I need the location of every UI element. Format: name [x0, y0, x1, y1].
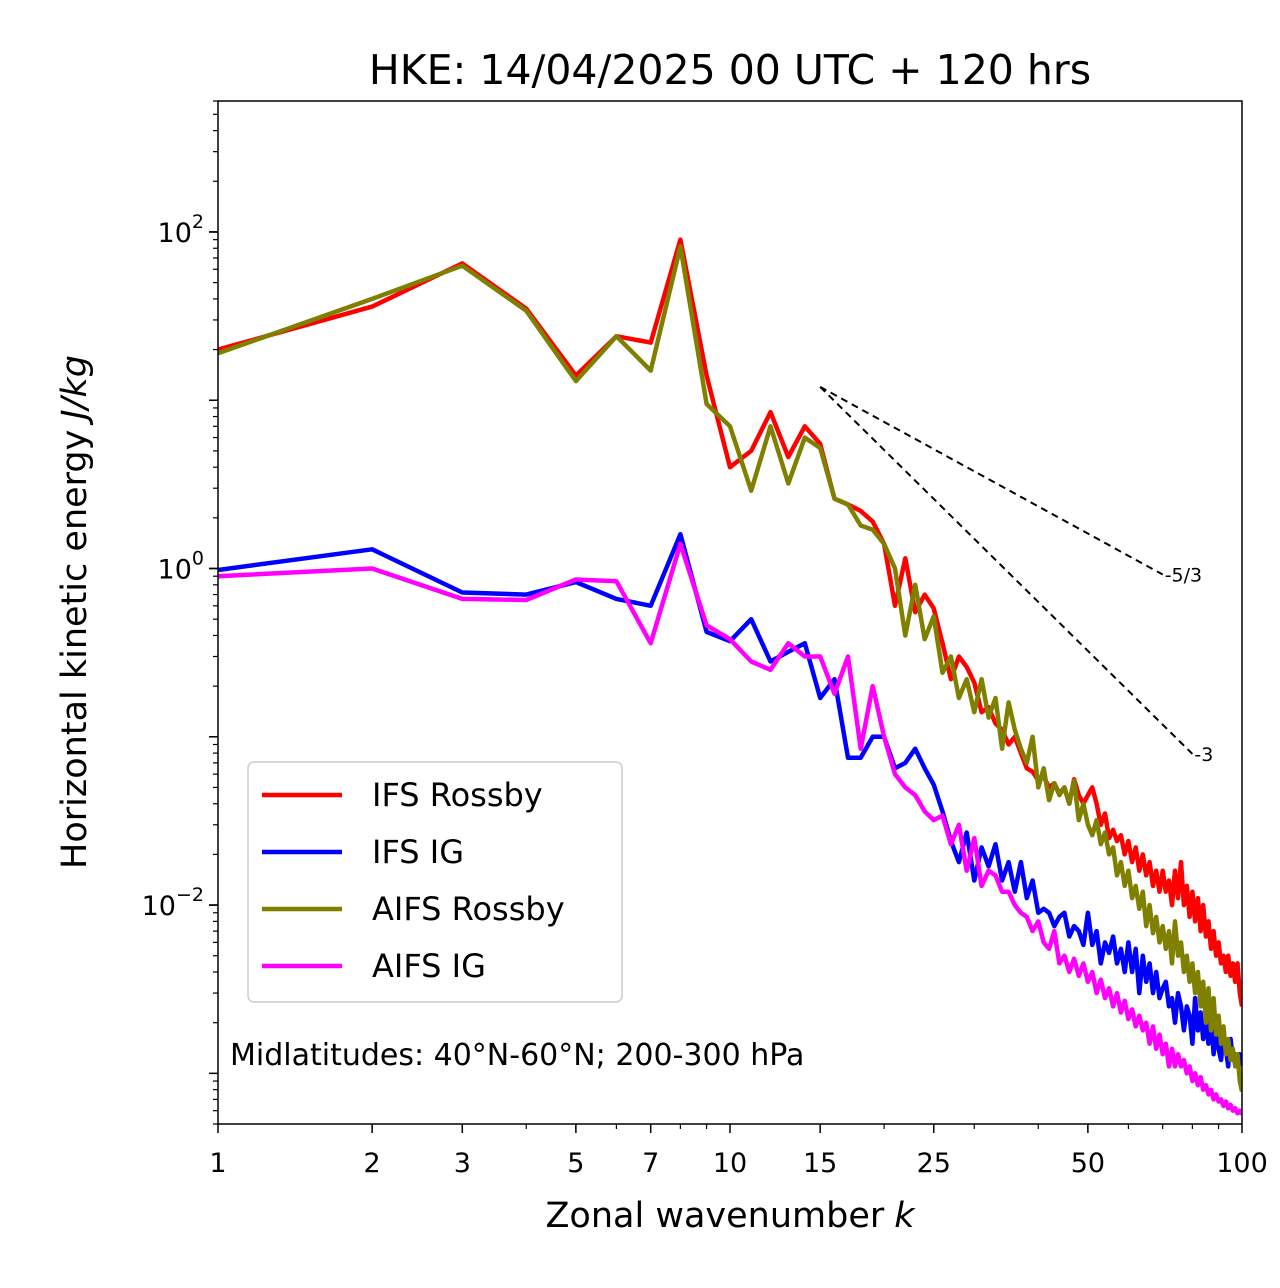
x-tick-label: 100 [1216, 1148, 1268, 1179]
y-tick-exponent: −2 [176, 884, 204, 906]
x-axis-label-text: Zonal wavenumber [545, 1196, 884, 1236]
y-axis-unit: J/kg [55, 355, 95, 426]
legend-label-aifs-ig: AIFS IG [372, 947, 486, 985]
series-line-ifs-rossby [218, 237, 1242, 1007]
x-tick-label: 2 [364, 1148, 381, 1179]
legend-label-aifs-rossby: AIFS Rossby [372, 890, 565, 928]
y-axis-label-text: Horizontal kinetic energy [55, 430, 95, 869]
x-tick-labels: 1 2 3 5 7 10 15 25 50 100 [209, 1148, 1267, 1179]
x-tick-label: 5 [567, 1148, 584, 1179]
x-tick-label: 1 [209, 1148, 226, 1179]
y-tick-exponent: 0 [192, 548, 204, 570]
series-layer [218, 237, 1242, 1116]
slope-label-minus-3: -3 [1194, 744, 1213, 766]
x-tick-label: 15 [803, 1148, 837, 1179]
x-tick-label: 7 [642, 1148, 659, 1179]
y-tick-base: 10 [158, 218, 192, 249]
x-tick-label: 25 [917, 1148, 951, 1179]
series-line-aifs-ig [218, 541, 1242, 1116]
legend-box [247, 761, 623, 1003]
y-tick-base: 10 [158, 555, 192, 586]
legend: IFS Rossby IFS IG AIFS Rossby AIFS IG [247, 761, 623, 1003]
slope-line-minus-5-3 [819, 386, 1164, 576]
x-axis-title: Zonal wavenumber k [545, 1196, 916, 1236]
chart-title: HKE: 14/04/2025 00 UTC + 120 hrs [369, 46, 1091, 94]
x-tick-label: 10 [713, 1148, 747, 1179]
y-tick-label: 102 [158, 211, 204, 249]
y-axis-title: Horizontal kinetic energyJ/kg [55, 355, 95, 869]
legend-label-ifs-rossby: IFS Rossby [372, 776, 543, 814]
y-tick-label: 10−2 [142, 884, 204, 922]
y-tick-exponent: 2 [192, 211, 204, 233]
series-line-ifs-ig [218, 531, 1242, 1069]
plot-frame [217, 100, 1243, 1125]
y-tick-label: 100 [158, 548, 204, 586]
series-line-aifs-rossby [218, 244, 1242, 1092]
reference-lines: -5/3 -3 [819, 386, 1213, 766]
x-tick-label: 50 [1071, 1148, 1105, 1179]
x-tick-label: 3 [454, 1148, 471, 1179]
y-tick-base: 10 [142, 891, 176, 922]
legend-label-ifs-ig: IFS IG [372, 833, 464, 871]
x-axis-variable: k [894, 1196, 916, 1236]
region-annotation: Midlatitudes: 40°N-60°N; 200-300 hPa [230, 1038, 804, 1073]
slope-line-minus-3 [819, 386, 1194, 755]
major-ticks [209, 231, 1243, 1133]
slope-label-minus-5-3: -5/3 [1165, 565, 1202, 587]
